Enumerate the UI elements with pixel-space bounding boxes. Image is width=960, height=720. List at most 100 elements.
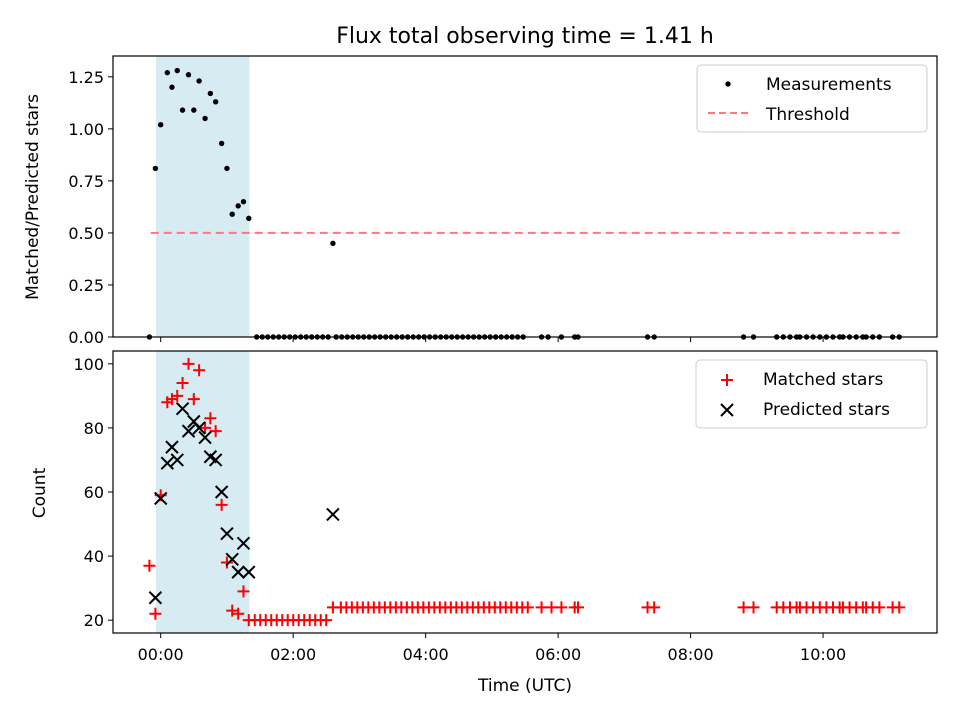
ratio-x-ticks — [160, 337, 824, 342]
predicted-star-marker — [242, 565, 256, 579]
measurement-point — [212, 99, 219, 105]
legend-matched-label: Matched stars — [763, 370, 883, 390]
matched-star-marker — [220, 556, 233, 569]
matched-star-marker — [571, 601, 584, 614]
matched-star-marker — [171, 389, 184, 402]
measurement-point — [164, 69, 171, 76]
matched-star-marker — [521, 601, 534, 614]
measurement-point — [218, 140, 225, 147]
measurement-point — [246, 215, 252, 222]
matched-star-marker — [237, 585, 250, 598]
matched-star-marker — [182, 357, 195, 370]
ratio-y-axis-label: Matched/Predicted stars — [23, 94, 43, 300]
measurement-point — [157, 121, 164, 128]
predicted-star-marker — [175, 401, 190, 416]
count-legend-box — [695, 359, 928, 429]
x-tick-label: 08:00 — [668, 645, 714, 664]
y-tick-label: 1.25 — [68, 68, 104, 87]
measurement-point — [196, 78, 202, 84]
matched-star-marker — [204, 412, 217, 425]
y-tick-label: 60 — [84, 483, 104, 502]
matched-star-marker — [176, 377, 189, 390]
legend-measurements-label: Measurements — [766, 75, 892, 95]
legend-predicted-label: Predicted stars — [763, 400, 890, 420]
y-tick-label: 1.00 — [68, 120, 104, 139]
predicted-star-marker — [170, 453, 184, 467]
observing-window-band-top — [156, 56, 250, 337]
matched-star-marker — [199, 421, 212, 434]
predicted-star-marker — [192, 421, 206, 435]
predicted-star-marker — [160, 456, 175, 470]
measurement-point — [191, 107, 197, 113]
legend-measurements-marker — [725, 81, 731, 87]
predicted-star-marker — [153, 491, 168, 506]
x-axis-label: Time (UTC) — [477, 676, 572, 696]
x-tick-label: 10:00 — [800, 645, 846, 664]
predicted-star-marker — [181, 424, 196, 438]
ratio-y-ticks: 0.00 0.25 0.50 0.75 1.00 1.25 — [68, 68, 113, 347]
predicted-star-marker — [220, 526, 234, 541]
measurement-point — [330, 240, 336, 247]
measurement-point — [185, 72, 192, 78]
observing-window-band-bottom — [156, 351, 250, 633]
x-tick-label: 04:00 — [403, 645, 449, 664]
matched-star-marker — [893, 601, 906, 614]
matched-star-marker — [747, 601, 760, 614]
matched-star-marker — [209, 425, 222, 438]
predicted-star-marker — [326, 507, 340, 522]
ratio-legend: Measurements Threshold — [696, 64, 928, 133]
predicted-star-marker — [225, 552, 239, 567]
matched-star-marker — [648, 601, 661, 614]
count-points — [143, 357, 906, 627]
matched-star-marker — [873, 601, 886, 614]
legend-matched-marker — [721, 374, 733, 386]
predicted-star-marker — [214, 485, 229, 499]
measurement-point — [224, 165, 230, 172]
x-tick-label: 02:00 — [270, 645, 316, 664]
predicted-star-marker — [231, 565, 245, 579]
matched-star-marker — [232, 607, 245, 620]
matched-star-marker — [187, 393, 200, 406]
measurement-point — [174, 67, 180, 74]
measurement-point — [235, 203, 241, 209]
matched-star-marker — [320, 614, 333, 627]
ratio-legend-box — [696, 64, 928, 133]
y-tick-label: 0.75 — [68, 172, 104, 191]
measurement-point — [169, 84, 175, 90]
ratio-axes-frame — [112, 55, 938, 338]
predicted-star-marker — [208, 453, 223, 467]
legend-threshold-label: Threshold — [765, 105, 850, 125]
measurement-point — [202, 115, 208, 122]
predicted-star-marker — [148, 591, 163, 605]
count-legend: Matched stars Predicted stars — [695, 359, 928, 429]
matched-star-marker — [143, 559, 156, 572]
y-tick-label: 0.25 — [68, 276, 104, 295]
measurement-point — [240, 199, 247, 205]
predicted-star-marker — [165, 440, 179, 454]
measurement-point — [179, 107, 186, 113]
measurement-point — [207, 90, 214, 97]
y-tick-label: 0.00 — [68, 328, 104, 347]
predicted-star-marker — [236, 536, 251, 550]
matched-star-marker — [149, 607, 162, 620]
matched-star-marker — [555, 601, 568, 614]
count-x-ticks: 00:00 02:00 04:00 06:00 08:00 10:00 — [138, 633, 846, 664]
measurement-points — [146, 67, 902, 340]
chart-title: Flux total observing time = 1.41 h — [336, 24, 714, 49]
x-tick-label: 06:00 — [535, 645, 581, 664]
count-y-ticks: 20 40 60 80 100 — [73, 355, 113, 630]
measurement-point — [152, 165, 159, 172]
measurement-point — [229, 211, 235, 217]
x-tick-label: 00:00 — [138, 645, 184, 664]
count-panel: 20 40 60 80 100 00:00 02:00 04:00 06:00 08:00 10:… — [30, 350, 938, 696]
y-tick-label: 0.50 — [68, 224, 104, 243]
ratio-panel: 0.00 0.25 0.50 0.75 1.00 1.25 Matched/Predict… — [23, 55, 938, 347]
y-tick-label: 100 — [73, 355, 104, 374]
y-tick-label: 20 — [84, 611, 104, 630]
predicted-star-marker — [198, 430, 212, 445]
y-tick-label: 80 — [84, 419, 104, 438]
matched-star-marker — [215, 498, 228, 511]
y-tick-label: 40 — [84, 547, 104, 566]
count-y-axis-label: Count — [30, 467, 50, 518]
